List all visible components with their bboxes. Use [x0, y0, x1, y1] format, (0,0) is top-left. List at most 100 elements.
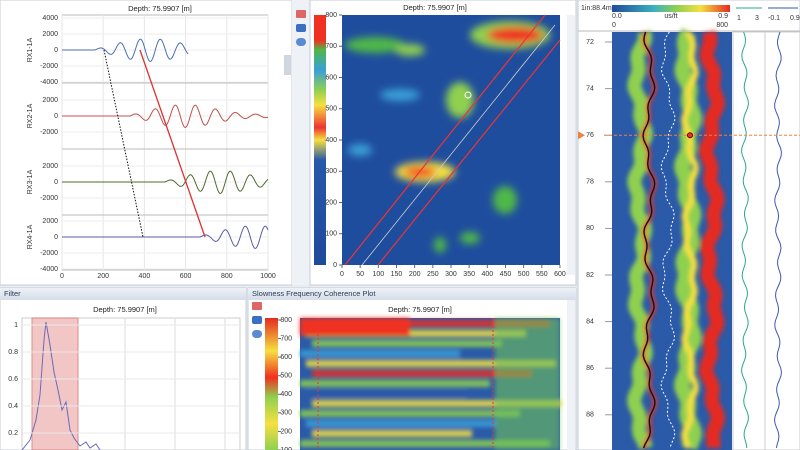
depth-label: 82 — [586, 272, 594, 279]
panel-header: Depth: 75.9907 [m] — [128, 4, 192, 13]
scrollbar-thumb[interactable] — [284, 55, 291, 75]
panel-header: Depth: 75.9907 [m] — [388, 305, 452, 314]
y-tick-label: -2000 — [40, 195, 58, 202]
colorbar — [612, 5, 730, 12]
x-tick-label: 250 — [427, 271, 439, 278]
y-tick-label: 800 — [325, 12, 337, 19]
depth-label: 88 — [586, 412, 594, 419]
waveform-panel — [0, 0, 293, 286]
waveform — [62, 104, 269, 128]
y-tick-label: 600 — [325, 74, 337, 81]
depth-label: 74 — [586, 85, 594, 92]
coherence-band — [300, 380, 490, 387]
y-tick-label: 0.8 — [8, 349, 18, 356]
x-tick-label: 600 — [180, 273, 192, 280]
scrollbar[interactable] — [567, 300, 575, 450]
panel-header: Depth: 75.9907 [m] — [93, 305, 157, 314]
coherence-band — [300, 320, 550, 327]
y-tick-label: 300 — [280, 410, 292, 417]
log-curve — [660, 31, 676, 449]
log-curve — [642, 31, 656, 449]
y-tick-label: 500 — [280, 373, 292, 380]
title-bar — [248, 288, 576, 300]
x-tick-label: 200 — [97, 273, 109, 280]
x-tick-label: 1000 — [260, 273, 276, 280]
waveform — [62, 170, 269, 194]
y-tick-label: 200 — [325, 199, 337, 206]
y-tick-label: 0.6 — [8, 376, 18, 383]
coherence-band — [306, 390, 466, 397]
arrival-pick — [103, 49, 144, 238]
coherence-band — [300, 318, 410, 336]
y-tick-label: 0 — [54, 179, 58, 186]
y-tick-label: 500 — [325, 106, 337, 113]
y-tick-label: 600 — [280, 354, 292, 361]
colorbar-label: 0.0 — [612, 13, 622, 20]
filter-plot — [21, 317, 241, 450]
x-tick-label: 500 — [518, 271, 530, 278]
waveform — [62, 225, 269, 249]
x-tick-label: 400 — [481, 271, 493, 278]
track — [732, 31, 766, 450]
y-tick-label: 4000 — [42, 15, 58, 22]
coherence-band — [312, 370, 532, 377]
x-tick-label: 50 — [356, 271, 364, 278]
y-tick-label: -4000 — [40, 266, 58, 273]
log-curve — [774, 31, 782, 449]
tool-icon[interactable] — [296, 10, 306, 18]
track-label: RX1-1A — [27, 37, 34, 62]
coherence-band — [306, 420, 496, 427]
depth-label: 78 — [586, 179, 594, 186]
x-tick-label: 600 — [554, 271, 566, 278]
x-tick-label: 450 — [500, 271, 512, 278]
tool-icon[interactable] — [296, 38, 306, 46]
y-tick-label: -2000 — [40, 250, 58, 257]
x-tick-label: 800 — [221, 273, 233, 280]
track-range: 3 — [755, 15, 759, 22]
tool-icon[interactable] — [252, 316, 262, 324]
y-tick-label: 300 — [325, 168, 337, 175]
waveform — [62, 38, 189, 62]
tool-icon[interactable] — [296, 24, 306, 32]
coherence-band — [312, 340, 502, 347]
arrival-pick — [139, 49, 206, 238]
y-tick-label: 2000 — [42, 31, 58, 38]
depth-label: 72 — [586, 39, 594, 46]
toolbar — [292, 0, 310, 285]
colorbar-label: 0.9 — [718, 13, 728, 20]
y-tick-label: 0 — [54, 47, 58, 54]
x-tick-label: 100 — [372, 271, 384, 278]
y-tick-label: 100 — [280, 447, 292, 450]
scrollbar[interactable] — [567, 15, 575, 275]
log-band — [698, 30, 725, 449]
tool-icon[interactable] — [252, 330, 262, 338]
coherence-band — [312, 430, 472, 437]
colorbar-range: 800 — [716, 22, 728, 29]
y-tick-label: 1 — [14, 322, 18, 329]
x-tick-label: 0 — [60, 273, 64, 280]
colorbar — [314, 15, 326, 265]
x-tick-label: 0 — [340, 271, 344, 278]
x-tick-label: 350 — [463, 271, 475, 278]
colorbar-label: us/ft — [664, 13, 677, 20]
y-tick-label: 2000 — [42, 218, 58, 225]
y-tick-label: 2000 — [42, 97, 58, 104]
depth-label: 86 — [586, 365, 594, 372]
y-tick-label: 0.2 — [8, 430, 18, 437]
tool-icon[interactable] — [252, 302, 262, 310]
y-tick-label: 700 — [325, 43, 337, 50]
depth-marker — [687, 132, 693, 139]
y-tick-label: 0.4 — [8, 403, 18, 410]
depth-marker — [578, 131, 585, 140]
track-label: RX3-1A — [27, 169, 34, 194]
panel-title: Slowness Frequency Coherence Plot — [252, 289, 376, 298]
coherence-band — [312, 400, 562, 407]
title-bar — [0, 288, 246, 300]
y-tick-label: 0 — [54, 113, 58, 120]
colorbar — [265, 318, 278, 450]
track-range: 1 — [737, 15, 741, 22]
scale-label: 1in:88.4m — [581, 5, 612, 12]
depth-label: 84 — [586, 318, 594, 325]
y-tick-label: 100 — [325, 231, 337, 238]
